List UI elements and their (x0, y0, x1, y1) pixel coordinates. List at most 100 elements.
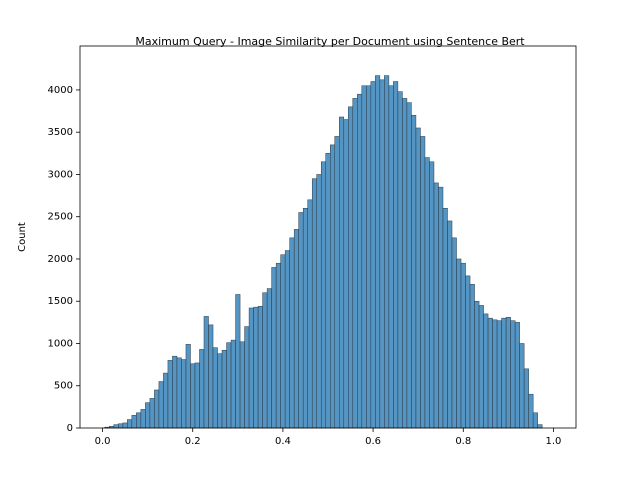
bar (298, 212, 304, 429)
bar (483, 313, 489, 429)
bar (257, 306, 263, 429)
bar (384, 75, 390, 429)
bar (402, 98, 408, 429)
bar (537, 424, 543, 429)
x-tick-label: 0.8 (455, 436, 471, 447)
bar (514, 322, 520, 429)
bar (226, 342, 232, 429)
bar (248, 307, 254, 429)
bar (339, 116, 345, 429)
bar (406, 102, 412, 429)
x-tick-label: 1.0 (546, 436, 562, 447)
bar (280, 254, 286, 429)
bar (501, 317, 507, 429)
bar (203, 316, 209, 429)
bar (366, 85, 372, 429)
bar (127, 419, 133, 429)
bar (118, 423, 124, 429)
bar (510, 320, 516, 429)
y-tick-label: 3500 (48, 127, 73, 138)
bar (528, 393, 534, 429)
bar (289, 237, 295, 429)
bar (235, 294, 241, 429)
chart-title: Maximum Query - Image Similarity per Doc… (135, 35, 525, 48)
bar (122, 422, 128, 429)
bar (307, 199, 313, 429)
bar (199, 349, 205, 429)
plot-frame (79, 45, 577, 429)
bar (253, 306, 259, 429)
y-tick-label: 1000 (48, 338, 73, 349)
bar (424, 157, 430, 429)
bar (131, 415, 137, 429)
bar (208, 324, 214, 429)
bar (388, 85, 394, 429)
bar (190, 363, 196, 429)
x-tick-label: 0.2 (185, 436, 201, 447)
bar (163, 372, 169, 429)
bar (244, 326, 250, 429)
bar (154, 389, 160, 429)
bar (370, 81, 376, 429)
y-axis-label: Count (17, 222, 28, 252)
bar (496, 320, 502, 429)
bar (411, 115, 417, 429)
bar (167, 360, 173, 429)
bar (330, 144, 336, 429)
bar (348, 106, 354, 429)
bar (334, 136, 340, 429)
bar (442, 208, 448, 429)
bar (145, 402, 151, 429)
bar (415, 127, 421, 429)
bar (447, 220, 453, 429)
x-tick-label: 0.6 (365, 436, 381, 447)
bar (230, 339, 236, 429)
bar (523, 368, 529, 429)
bar (352, 98, 358, 429)
bar (343, 119, 349, 429)
bar (532, 412, 538, 429)
bar (505, 317, 511, 429)
bar (140, 409, 146, 429)
bar (113, 424, 119, 429)
bar (433, 182, 439, 429)
bar (217, 353, 223, 429)
bar (136, 412, 142, 429)
bar (325, 153, 331, 429)
bar (149, 398, 155, 429)
bar (393, 81, 399, 429)
bar (302, 208, 308, 429)
y-tick-label: 1500 (48, 296, 73, 307)
y-tick-label: 0 (67, 423, 73, 434)
bar (357, 93, 363, 429)
bar (311, 178, 317, 429)
bar (456, 258, 462, 429)
y-tick-label: 3000 (48, 169, 73, 180)
bar (375, 75, 381, 429)
bar (397, 91, 403, 429)
bar (420, 136, 426, 429)
bar (438, 186, 444, 429)
bar (158, 381, 164, 429)
bar (284, 250, 290, 429)
bar (275, 262, 281, 429)
bar (460, 262, 466, 429)
bar (429, 161, 435, 429)
bar (293, 229, 299, 429)
bar (212, 347, 218, 429)
bar (181, 359, 187, 429)
y-tick-label: 2500 (48, 212, 73, 223)
bar (316, 174, 322, 429)
y-tick-label: 4000 (48, 85, 73, 96)
bar (262, 292, 268, 429)
bar (172, 355, 178, 429)
y-tick-label: 500 (54, 381, 73, 392)
x-tick-label: 0.0 (95, 436, 111, 447)
bar (320, 161, 326, 429)
bar (519, 343, 525, 429)
bar (478, 305, 484, 429)
x-tick-label: 0.4 (275, 436, 291, 447)
bar (266, 288, 272, 429)
bar (185, 344, 191, 429)
